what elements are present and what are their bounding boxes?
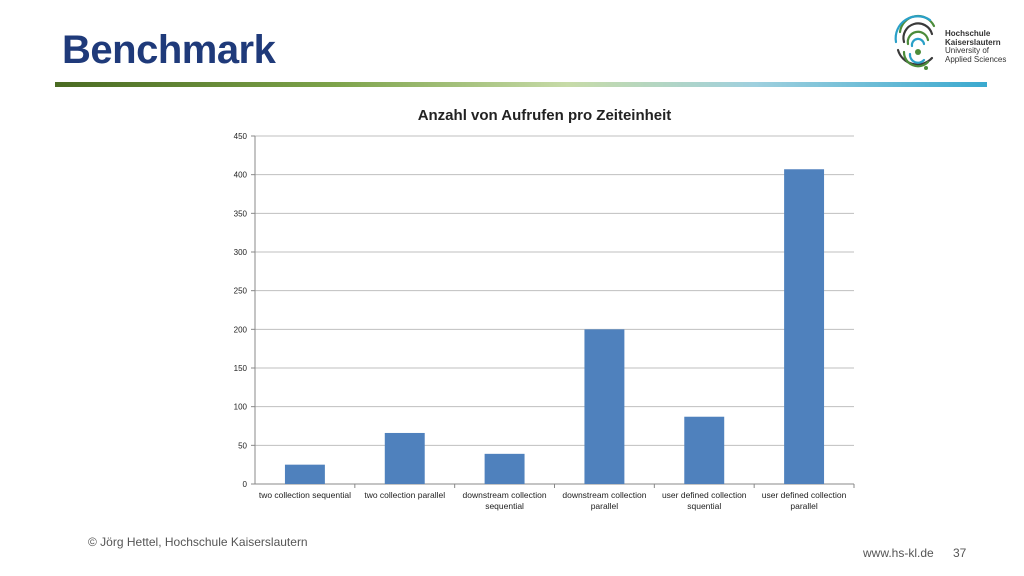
y-tick-label: 200	[234, 325, 248, 334]
title-divider	[55, 82, 987, 87]
y-tick-label: 50	[238, 441, 247, 450]
footer-url[interactable]: www.hs-kl.de	[863, 546, 934, 560]
x-tick-label: user defined collection	[662, 490, 747, 500]
bar	[484, 453, 525, 484]
university-logo-icon	[894, 14, 936, 70]
logo-line3: University of	[945, 46, 990, 55]
bar	[784, 169, 825, 484]
y-tick-label: 150	[234, 364, 248, 373]
y-tick-label: 450	[234, 132, 248, 141]
y-tick-label: 0	[243, 480, 248, 489]
y-tick-label: 100	[234, 403, 248, 412]
y-tick-label: 350	[234, 209, 248, 218]
footer-copyright: © Jörg Hettel, Hochschule Kaiserslautern	[88, 535, 308, 549]
bar	[284, 464, 325, 484]
x-tick-label: downstream collection	[463, 490, 547, 500]
x-tick-label: squential	[687, 501, 721, 511]
y-tick-label: 250	[234, 287, 248, 296]
logo-text: Hochschule Kaiserslautern University of …	[945, 29, 1007, 64]
bar	[584, 329, 625, 484]
x-tick-label: sequential	[485, 501, 524, 511]
x-tick-label: two collection sequential	[259, 490, 351, 500]
x-tick-label: parallel	[591, 501, 619, 511]
bar	[684, 416, 725, 484]
bar	[384, 432, 425, 484]
x-tick-label: two collection parallel	[364, 490, 445, 500]
bar-chart: Anzahl von Aufrufen pro Zeiteinheit 0 50 10…	[234, 107, 855, 511]
x-tick-label: parallel	[790, 501, 818, 511]
y-tick-label: 400	[234, 171, 248, 180]
y-tick-label: 300	[234, 248, 248, 257]
slide-title: Benchmark	[62, 28, 276, 72]
x-tick-label: downstream collection	[562, 490, 646, 500]
logo-line1: Hochschule	[945, 29, 991, 38]
x-tick-label: user defined collection	[762, 490, 847, 500]
logo-line4: Applied Sciences	[945, 54, 1007, 64]
logo-line2: Kaiserslautern	[945, 37, 1001, 47]
chart-title: Anzahl von Aufrufen pro Zeiteinheit	[418, 107, 672, 124]
page-number: 37	[953, 546, 967, 560]
